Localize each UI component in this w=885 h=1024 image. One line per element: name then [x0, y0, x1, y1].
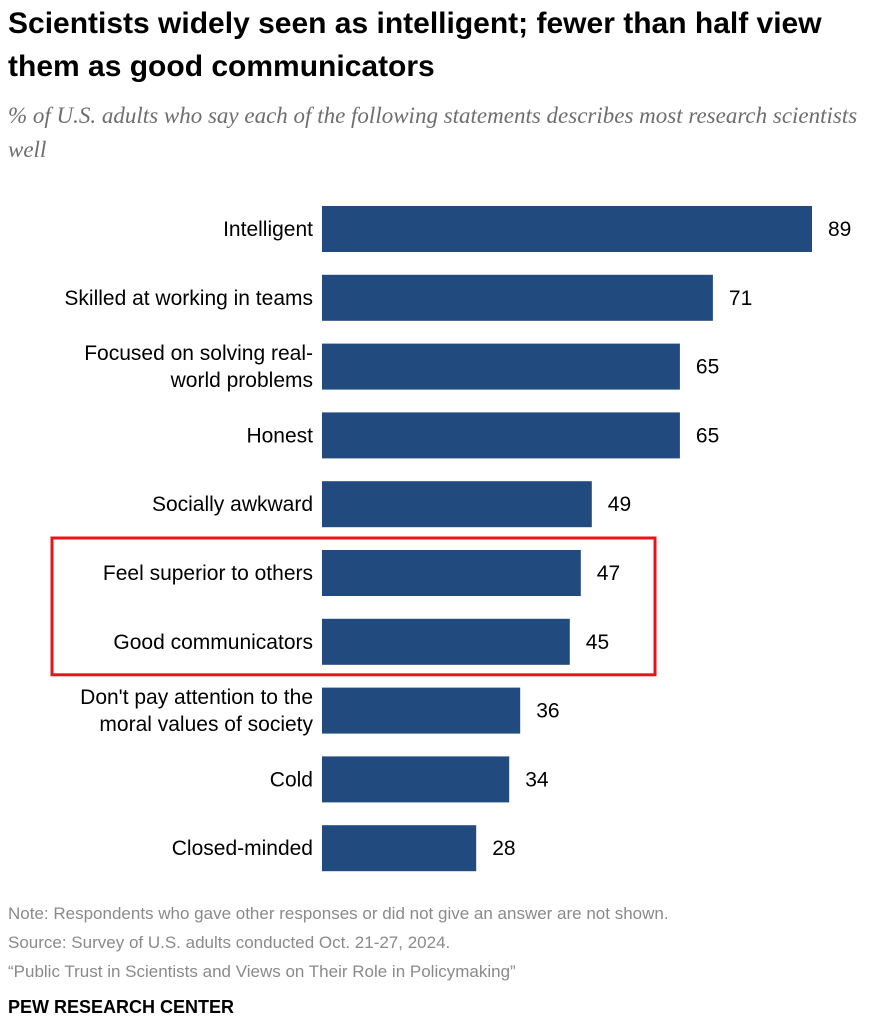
- value-label: 65: [696, 356, 719, 379]
- category-label: Cold: [270, 768, 313, 791]
- category-label: Good communicators: [113, 631, 313, 654]
- value-label: 65: [696, 424, 719, 447]
- bar-chart: Intelligent 89 Skilled at working in teams…: [50, 206, 851, 872]
- value-label: 47: [597, 562, 620, 585]
- category-label: world problems: [170, 369, 313, 392]
- category-label: Don't pay attention to the: [80, 686, 313, 709]
- value-label: 34: [525, 768, 549, 791]
- note-text: Note: Respondents who gave other respons…: [8, 904, 669, 923]
- bar-group: Honest 65: [246, 412, 719, 459]
- value-label: 28: [492, 837, 515, 860]
- bar: [322, 756, 510, 803]
- bar: [322, 687, 521, 734]
- category-label: Intelligent: [223, 218, 313, 241]
- bar-group: Cold 34: [270, 756, 549, 803]
- category-label: Feel superior to others: [103, 562, 313, 585]
- bar-group: Feel superior to others 47: [103, 550, 620, 596]
- value-label: 36: [536, 700, 559, 723]
- bar-group: Good communicators 45: [113, 618, 609, 665]
- value-label: 71: [729, 287, 752, 310]
- category-label: Closed-minded: [172, 837, 313, 860]
- value-label: 89: [828, 218, 851, 241]
- footnotes: Note: Respondents who gave other respons…: [8, 899, 878, 986]
- bar: [322, 481, 592, 528]
- value-label: 45: [586, 631, 609, 654]
- bar-group: Closed-minded 28: [172, 825, 516, 872]
- bar: [322, 825, 477, 872]
- category-label: Skilled at working in teams: [64, 287, 313, 310]
- bar: [322, 343, 680, 390]
- report-title-text: “Public Trust in Scientists and Views on…: [8, 962, 516, 981]
- category-label: Socially awkward: [152, 493, 313, 516]
- bar: [322, 412, 680, 459]
- value-label: 49: [608, 493, 631, 516]
- bar-group: Intelligent 89: [223, 206, 851, 252]
- chart-subtitle: % of U.S. adults who say each of the fol…: [8, 103, 858, 162]
- source-text: Source: Survey of U.S. adults conducted …: [8, 933, 451, 952]
- highlight-box: [50, 536, 657, 677]
- bar-group: Skilled at working in teams 71: [64, 274, 752, 321]
- bar: [322, 274, 713, 321]
- category-label: Focused on solving real-: [84, 342, 313, 365]
- category-label: Honest: [246, 424, 313, 447]
- category-label: moral values of society: [99, 713, 313, 736]
- bar: [322, 618, 570, 665]
- bar-group: Socially awkward 49: [152, 481, 631, 528]
- bar-group: Focused on solving real-world problems 65: [84, 342, 719, 392]
- brand-logo-text: PEW RESEARCH CENTER: [8, 997, 235, 1017]
- chart-title: Scientists widely seen as intelligent; f…: [8, 7, 822, 83]
- bar: [322, 550, 581, 596]
- bar: [322, 206, 812, 252]
- bar-group: Don't pay attention to the moral values o…: [80, 686, 559, 736]
